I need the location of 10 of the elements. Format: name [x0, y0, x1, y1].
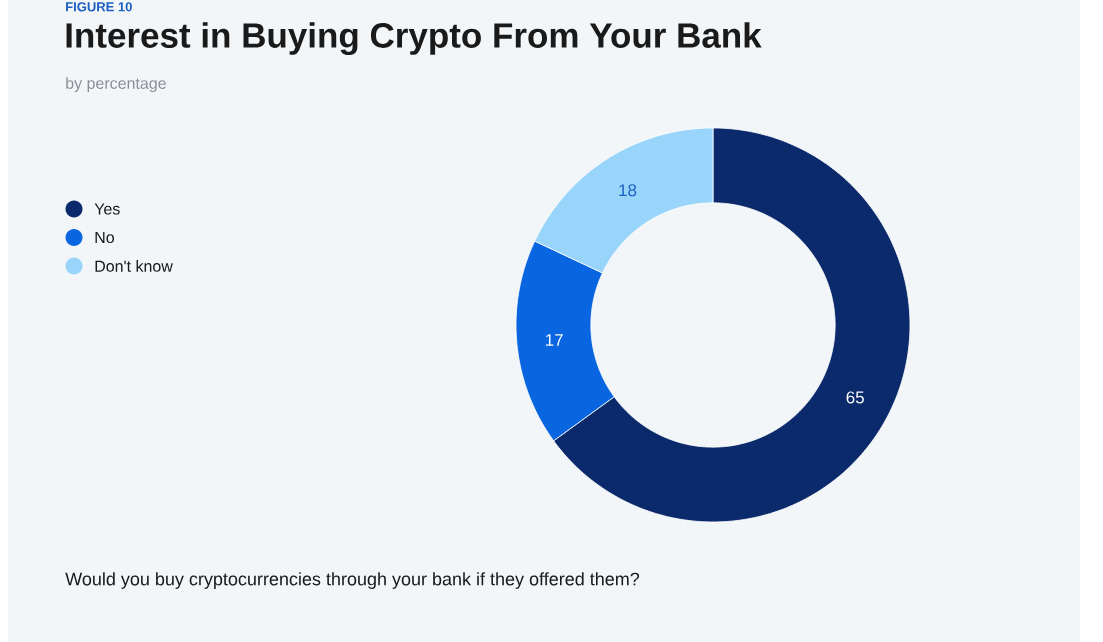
legend-label: Don't know: [95, 260, 173, 272]
legend-label: No: [95, 231, 114, 244]
caption: FIGURE 10: [66, 2, 132, 12]
chart-subtitle: by percentage: [66, 77, 166, 93]
data-label: 17: [545, 334, 563, 346]
legend-label: Yes: [94, 203, 120, 215]
data-label: 18: [619, 184, 637, 197]
chart-title: Interest in Buying Crypto From Your Bank: [66, 22, 762, 55]
text: Would you buy cryptocurrencies through your bank if they offered them?: [65, 572, 640, 589]
data-label: 65: [846, 391, 864, 404]
